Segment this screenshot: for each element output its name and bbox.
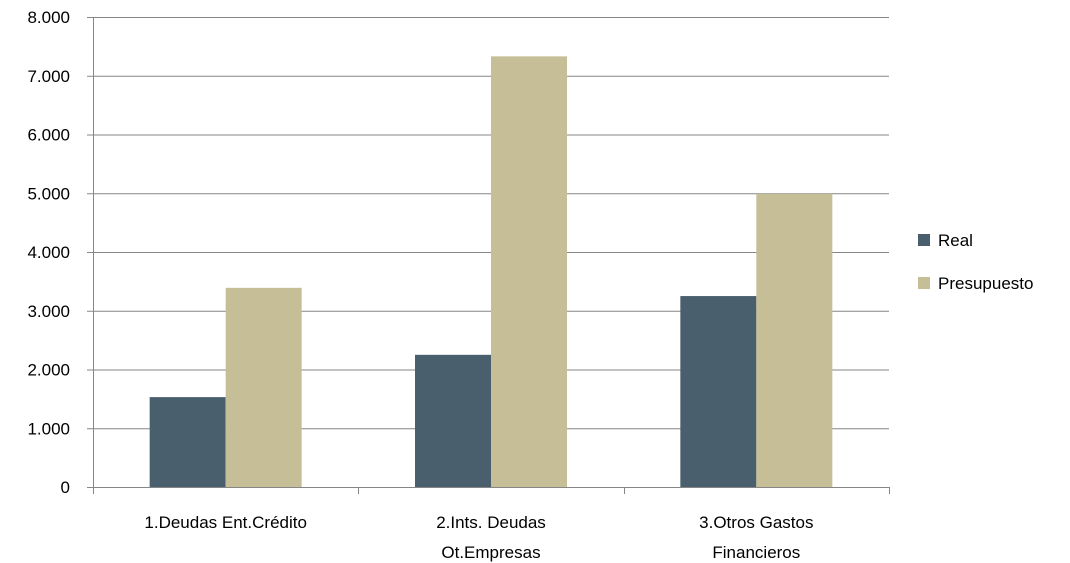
y-tick-label: 8.000 [27, 8, 70, 27]
y-tick-label: 2.000 [27, 361, 70, 380]
y-tick-label: 7.000 [27, 67, 70, 86]
legend: Real Presupuesto [918, 231, 1033, 293]
bar-real-3 [680, 296, 757, 487]
y-tick-label: 4.000 [27, 243, 70, 262]
bar-presupuesto-1 [225, 287, 302, 487]
y-tick-label: 5.000 [27, 184, 70, 203]
bar-presupuesto-2 [491, 56, 567, 488]
x-category-label: 1.Deudas Ent.Crédito [144, 513, 307, 532]
bars [149, 56, 833, 488]
y-tick-label: 1.000 [27, 419, 70, 438]
y-axis-tick-labels: 0 1.000 2.000 3.000 4.000 5.000 6.000 7.000 8.00… [27, 8, 70, 497]
y-tick-label: 3.000 [27, 302, 70, 321]
x-axis-category-labels: 1.Deudas Ent.Crédito 2.Ints. Deudas Ot.Emp… [144, 513, 813, 562]
y-tick-label: 6.000 [27, 126, 70, 145]
x-category-label: Ot.Empresas [441, 543, 540, 562]
y-tick-label: 0 [61, 478, 70, 497]
bar-real-1 [149, 397, 226, 487]
x-category-label: 3.Otros Gastos [699, 513, 813, 532]
bar-presupuesto-3 [756, 193, 833, 487]
legend-label-presupuesto: Presupuesto [938, 274, 1033, 293]
x-category-label: 2.Ints. Deudas [436, 513, 546, 532]
legend-label-real: Real [938, 231, 973, 250]
bar-real-2 [415, 354, 491, 487]
axes [87, 17, 890, 494]
legend-swatch-presupuesto [918, 277, 930, 289]
legend-swatch-real [918, 234, 930, 246]
x-category-label: Financieros [712, 543, 800, 562]
